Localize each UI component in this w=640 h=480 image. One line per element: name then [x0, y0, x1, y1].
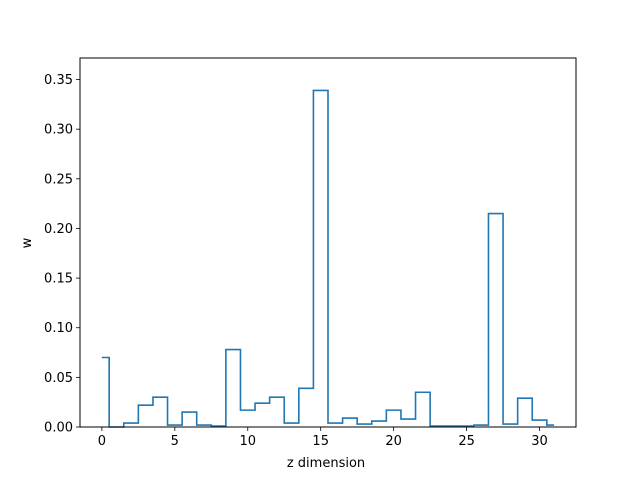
x-tick-label: 30	[531, 434, 548, 449]
y-axis-label: w	[20, 237, 35, 248]
y-tick-label: 0.25	[44, 172, 73, 187]
y-tick-label: 0.30	[44, 123, 73, 138]
x-tick-label: 25	[458, 434, 475, 449]
x-tick-label: 10	[239, 434, 256, 449]
x-axis-ticks: 0 5 10 15 20 25 30	[98, 427, 548, 449]
axes-frame	[79, 57, 577, 428]
y-tick-label: 0.15	[44, 272, 73, 287]
x-tick-label: 5	[171, 434, 179, 449]
y-axis-ticks: 0.00 0.05 0.10 0.15 0.20 0.25 0.30 0.35	[44, 73, 80, 436]
x-tick-label: 20	[385, 434, 402, 449]
x-tick-label: 0	[98, 434, 106, 449]
x-tick-label: 15	[312, 434, 329, 449]
y-tick-label: 0.20	[44, 222, 73, 237]
y-tick-label: 0.10	[44, 321, 73, 336]
y-tick-label: 0.05	[44, 371, 73, 386]
y-tick-label: 0.35	[44, 73, 73, 88]
plot-area	[79, 57, 577, 428]
y-tick-label: 0.00	[44, 421, 73, 436]
x-axis-label: z dimension	[287, 456, 365, 471]
series-step-line	[101, 89, 555, 428]
